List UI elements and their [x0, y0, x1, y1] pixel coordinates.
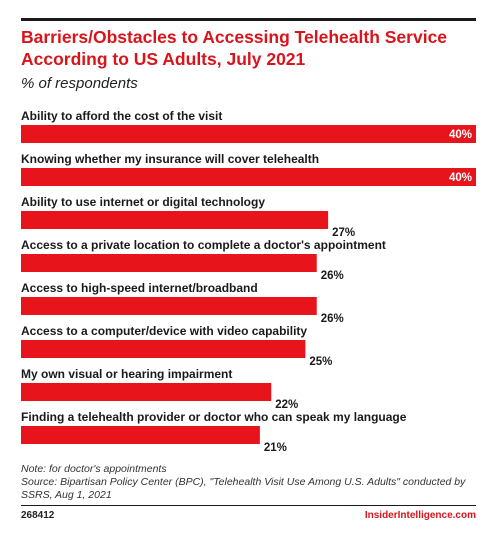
bar	[21, 168, 476, 186]
bar	[21, 254, 317, 272]
value-label: 26%	[321, 313, 344, 325]
category-label: Access to high-speed internet/broadband	[21, 281, 258, 295]
bar	[21, 297, 317, 315]
bar	[21, 211, 329, 229]
chart-id: 268412	[21, 510, 55, 521]
category-label: Ability to use internet or digital techn…	[21, 195, 265, 209]
category-label: Knowing whether my insurance will cover …	[21, 152, 319, 166]
category-label: Access to a computer/device with video c…	[21, 324, 307, 338]
bar	[21, 426, 260, 444]
value-label: 40%	[449, 172, 472, 184]
note-text: Note: for doctor's appointments	[21, 463, 167, 475]
value-label: 21%	[264, 442, 287, 454]
category-label: Access to a private location to complete…	[21, 238, 386, 252]
value-label: 27%	[332, 227, 355, 239]
category-label: Finding a telehealth provider or doctor …	[21, 410, 407, 424]
top-rule	[21, 18, 476, 21]
value-label: 22%	[275, 399, 298, 411]
chart-notes: Note: for doctor's appointments Source: …	[21, 463, 481, 502]
bar	[21, 340, 306, 358]
chart-title: Barriers/Obstacles to Accessing Teleheal…	[21, 27, 448, 69]
value-label: 40%	[449, 129, 472, 141]
category-label: Ability to afford the cost of the visit	[21, 109, 222, 123]
source-text: Source: Bipartisan Policy Center (BPC), …	[21, 476, 466, 501]
bar	[21, 383, 272, 401]
value-label: 25%	[309, 356, 332, 368]
value-label: 26%	[321, 270, 344, 282]
chart-subtitle: % of respondents	[21, 75, 138, 92]
category-label: My own visual or hearing impairment	[21, 367, 232, 381]
bar	[21, 125, 476, 143]
footer-rule	[21, 505, 476, 506]
brand-link[interactable]: InsiderIntelligence.com	[364, 510, 476, 521]
